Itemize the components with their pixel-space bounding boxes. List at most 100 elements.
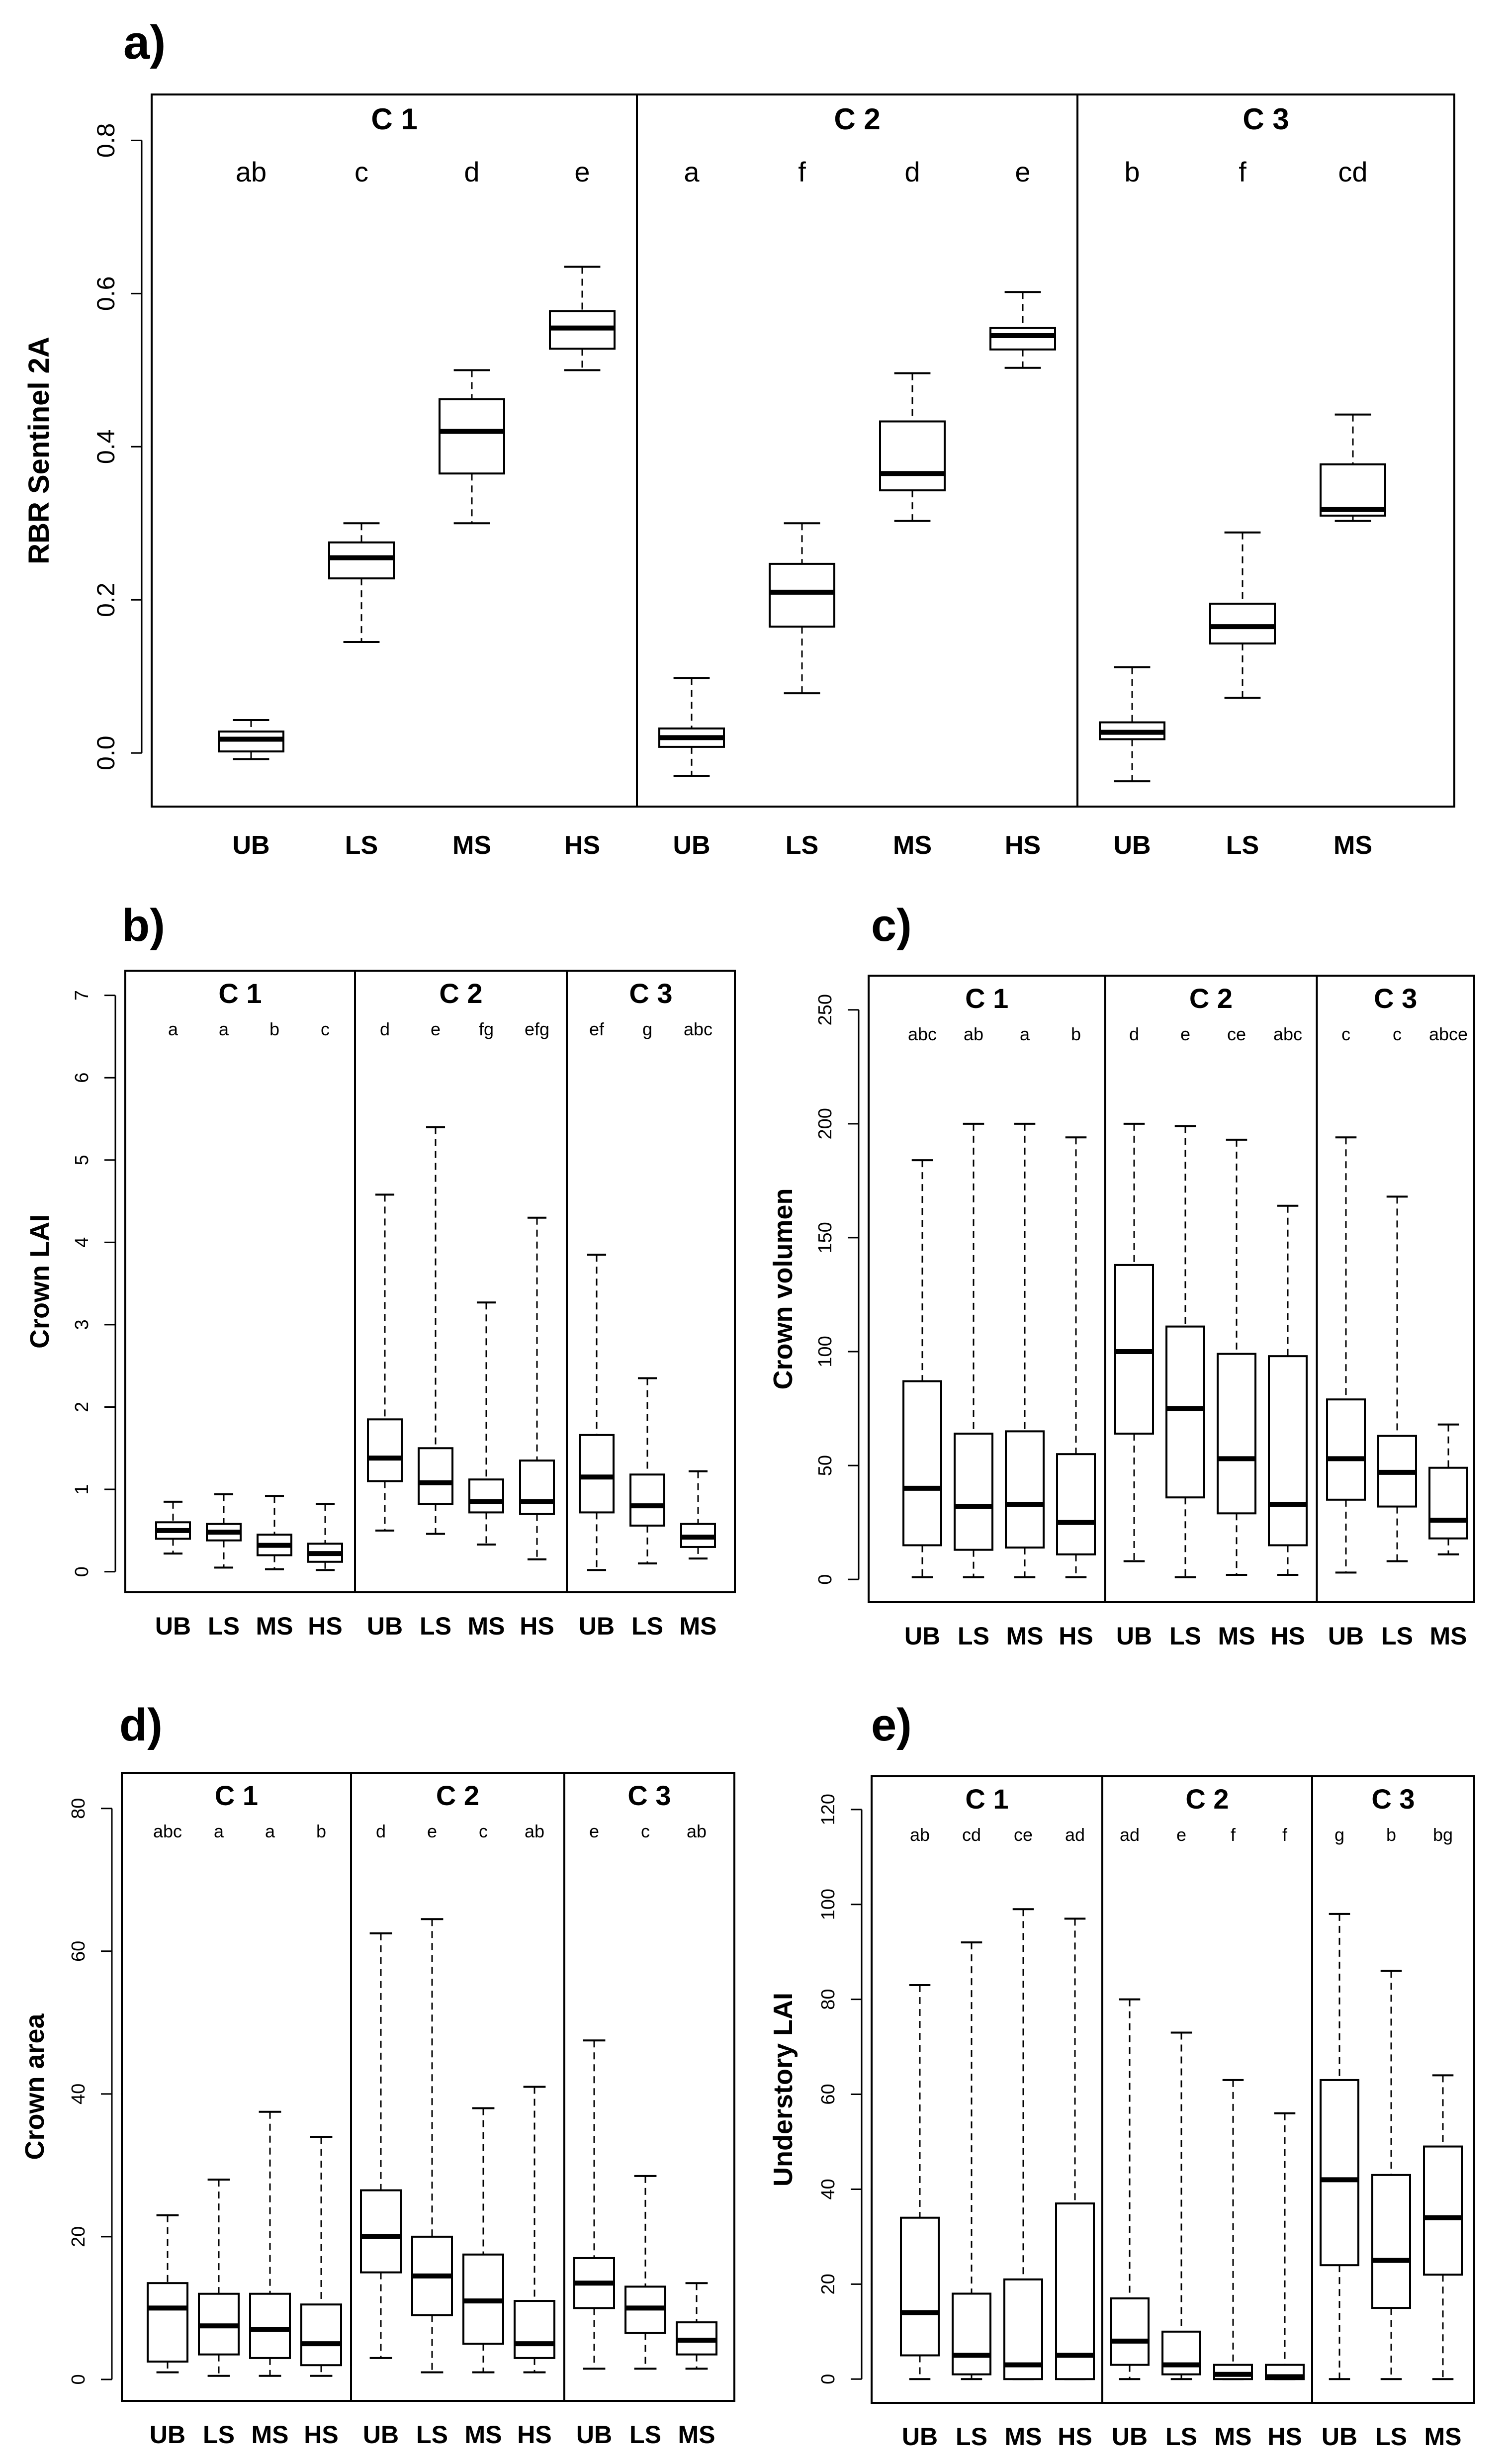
x-tick-label: LS <box>208 1612 240 1640</box>
group-header: C 2 <box>1189 983 1233 1014</box>
group-header: C 3 <box>1243 102 1289 136</box>
iqr-box <box>952 2292 991 2375</box>
box <box>411 1918 453 2373</box>
box <box>680 1470 716 1560</box>
significance-letters: ab <box>687 1821 707 1841</box>
group-header: C 1 <box>965 1783 1008 1815</box>
box <box>519 1216 555 1560</box>
group-header: C 1 <box>371 102 417 136</box>
x-tick-label: UB <box>1116 1622 1152 1650</box>
iqr-box <box>1423 2145 1463 2276</box>
iqr-box <box>1055 2202 1095 2380</box>
iqr-box <box>879 420 946 492</box>
y-tick-label: 80 <box>68 1798 89 1819</box>
x-tick-label: MS <box>893 831 932 860</box>
x-tick-label: UB <box>1112 2423 1148 2451</box>
x-tick-label: HS <box>520 1612 554 1640</box>
box <box>1268 1204 1308 1576</box>
group-header: C 1 <box>218 978 262 1009</box>
iqr-box <box>249 2292 291 2359</box>
panel-label: d) <box>119 1700 163 1750</box>
significance-letters: fg <box>479 1019 494 1039</box>
group-header: C 2 <box>436 1780 479 1811</box>
box <box>1099 666 1165 783</box>
significance-letters: f <box>1239 156 1246 187</box>
box <box>328 522 395 643</box>
box <box>360 1932 402 2359</box>
iqr-box <box>367 1418 403 1482</box>
x-tick-label: UB <box>363 2421 399 2449</box>
x-tick-label: UB <box>155 1612 191 1640</box>
significance-letters: a <box>219 1019 229 1039</box>
y-tick-label: 0 <box>815 1574 836 1585</box>
x-tick-label: UB <box>1322 2423 1357 2451</box>
y-tick-label: 1 <box>72 1484 92 1494</box>
iqr-box <box>1161 2330 1201 2375</box>
significance-letters: a <box>214 1821 224 1841</box>
iqr-box <box>147 2282 188 2363</box>
x-tick-label: MS <box>1215 2423 1252 2451</box>
x-tick-label: HS <box>308 1612 342 1640</box>
x-tick-label: LS <box>345 831 378 860</box>
x-tick-label: UB <box>1328 1622 1364 1650</box>
box <box>1377 1195 1417 1562</box>
iqr-box <box>1268 1355 1308 1547</box>
y-tick-label: 40 <box>68 2084 89 2104</box>
y-tick-label: 7 <box>72 990 92 1001</box>
y-axis-title: Understory LAI <box>768 1993 798 2187</box>
iqr-box <box>418 1447 453 1505</box>
y-tick-label: 0.0 <box>92 735 120 770</box>
box <box>1265 2112 1305 2380</box>
x-tick-label: MS <box>452 831 491 860</box>
significance-letters: a <box>684 156 700 187</box>
significance-letters: c <box>641 1821 650 1841</box>
significance-letters: cd <box>962 1824 981 1845</box>
box <box>300 2135 342 2377</box>
y-tick-label: 0.2 <box>92 583 120 618</box>
significance-letters: f <box>1282 1824 1288 1845</box>
box <box>769 522 835 695</box>
y-tick-label: 2 <box>72 1402 92 1412</box>
iqr-box <box>769 562 835 628</box>
y-tick-label: 50 <box>815 1455 836 1476</box>
significance-letters: a <box>265 1821 275 1841</box>
box <box>1428 1423 1468 1555</box>
group-header: C 3 <box>1371 1783 1415 1815</box>
iqr-box <box>360 2189 402 2274</box>
iqr-box <box>328 541 395 580</box>
x-tick-label: MS <box>465 2421 502 2449</box>
y-tick-label: 60 <box>68 1941 89 1962</box>
y-tick-label: 150 <box>815 1222 836 1253</box>
significance-letters: ef <box>589 1019 605 1039</box>
y-tick-label: 100 <box>815 1336 836 1367</box>
iqr-box <box>514 2300 555 2359</box>
group-header: C 3 <box>1374 983 1417 1014</box>
box <box>462 2107 504 2373</box>
significance-letters: c <box>1393 1024 1402 1044</box>
box <box>902 1159 942 1578</box>
x-tick-label: HS <box>1270 1622 1305 1650</box>
significance-letters: abce <box>1429 1024 1468 1044</box>
iqr-box <box>989 327 1056 351</box>
box <box>1165 1125 1205 1578</box>
significance-letters: cd <box>1338 156 1367 187</box>
box <box>155 1500 191 1555</box>
significance-letters: ab <box>236 156 267 187</box>
box <box>1326 1136 1366 1574</box>
x-tick-label: LS <box>1169 1622 1201 1650</box>
y-tick-label: 0 <box>68 2374 89 2384</box>
significance-letters: bg <box>1433 1824 1453 1845</box>
box <box>514 2086 555 2373</box>
significance-letters: b <box>1386 1824 1396 1845</box>
x-tick-label: LS <box>1375 2423 1407 2451</box>
y-tick-label: 4 <box>72 1237 92 1248</box>
x-tick-label: LS <box>958 1622 989 1650</box>
box <box>1114 1122 1154 1562</box>
box <box>198 2179 240 2377</box>
x-tick-label: HS <box>564 831 600 860</box>
y-tick-label: 250 <box>815 994 836 1025</box>
box <box>676 2282 717 2370</box>
panel-label: b) <box>122 900 165 951</box>
